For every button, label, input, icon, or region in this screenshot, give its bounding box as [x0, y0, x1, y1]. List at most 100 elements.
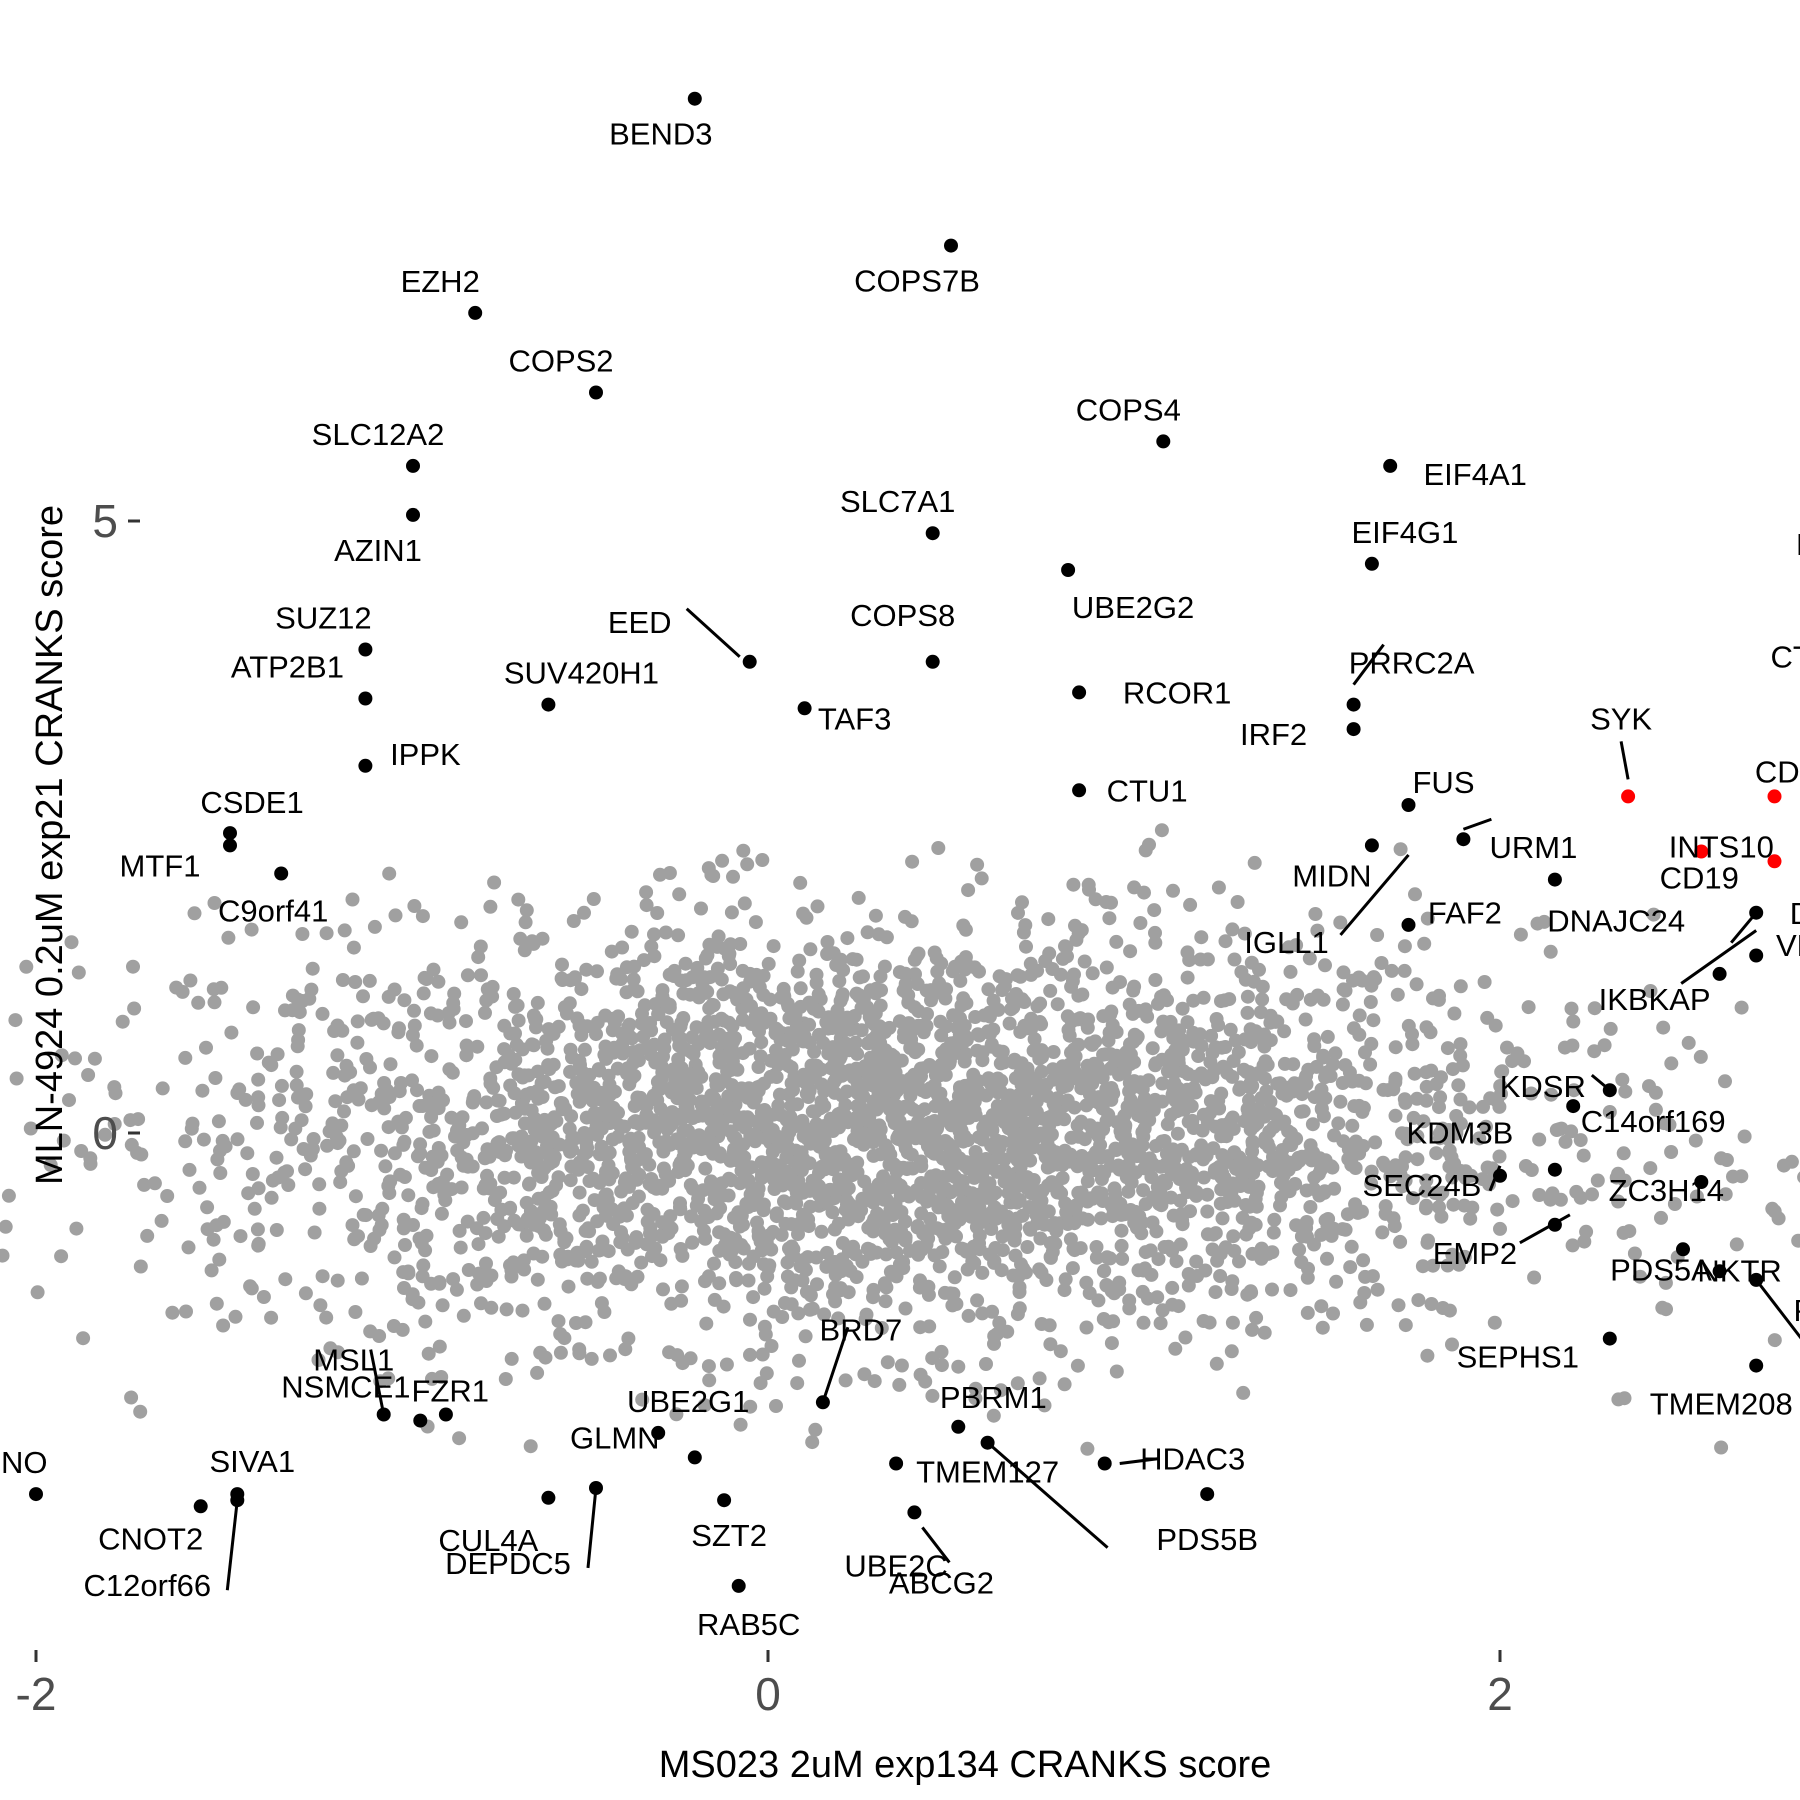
background-point [1240, 989, 1255, 1004]
background-point [431, 1085, 446, 1100]
data-point-cops2 [589, 385, 603, 400]
background-point [23, 1121, 38, 1136]
background-point [1335, 997, 1350, 1012]
background-point [1266, 1150, 1280, 1164]
background-point [1333, 915, 1348, 930]
background-point [555, 957, 569, 972]
background-point [874, 1321, 889, 1335]
background-point [1055, 1171, 1070, 1185]
background-point [622, 1135, 637, 1150]
data-point-cul4a [541, 1490, 556, 1505]
background-point [374, 1143, 389, 1158]
background-point [813, 1101, 828, 1116]
background-point [1155, 1303, 1170, 1318]
background-point [530, 1365, 545, 1380]
background-point [1144, 1267, 1159, 1282]
point-label-midn: MIDN [1292, 858, 1371, 893]
background-point [1587, 1001, 1602, 1016]
background-point [1380, 1083, 1395, 1098]
background-point [712, 1225, 727, 1240]
background-point [748, 915, 763, 930]
background-point [1170, 1126, 1185, 1141]
background-point [1048, 1236, 1063, 1251]
background-point [512, 1136, 527, 1150]
background-point [1172, 1172, 1187, 1186]
background-point [1656, 1020, 1671, 1035]
background-point [1420, 911, 1435, 926]
background-point [936, 1151, 950, 1166]
background-point [1435, 1185, 1450, 1200]
background-point [672, 887, 687, 902]
background-point [1587, 1044, 1602, 1059]
background-point [1209, 1356, 1224, 1371]
background-point [1617, 1391, 1632, 1406]
background-point [662, 1345, 677, 1360]
background-point [869, 1028, 884, 1043]
data-point-ube2g1 [651, 1425, 666, 1440]
background-point [1432, 988, 1446, 1003]
background-point [1180, 970, 1195, 985]
point-label-vdac2: VDAC2 [1776, 928, 1800, 963]
background-point [1186, 1025, 1201, 1040]
background-point [605, 1023, 620, 1038]
background-point [761, 1155, 776, 1170]
background-point [968, 1010, 983, 1024]
background-point [990, 1164, 1004, 1179]
background-point [590, 1015, 605, 1030]
background-point [1233, 1080, 1248, 1095]
background-point [330, 1048, 345, 1063]
background-point [1106, 1086, 1121, 1101]
data-point-azin1 [406, 507, 420, 522]
background-point [192, 1180, 207, 1195]
background-point [1344, 1239, 1359, 1254]
background-point [1532, 1132, 1547, 1147]
background-point [569, 1076, 584, 1090]
background-point [1194, 930, 1209, 945]
background-point [577, 1042, 592, 1057]
background-point [894, 1053, 909, 1068]
background-point [723, 957, 738, 971]
background-point [359, 1208, 373, 1223]
background-point [1099, 960, 1114, 975]
background-point [647, 927, 661, 942]
background-point [454, 915, 469, 930]
background-point [1188, 1085, 1203, 1100]
background-point [713, 1176, 728, 1191]
background-point [1194, 1038, 1209, 1053]
background-point [1016, 1137, 1031, 1152]
background-point [646, 1113, 661, 1128]
data-point-fus [1401, 798, 1416, 812]
background-point [868, 908, 883, 923]
background-point [1374, 956, 1389, 970]
background-point [1004, 1002, 1019, 1017]
background-point [391, 1025, 406, 1040]
background-point [724, 905, 739, 920]
background-point [1166, 1031, 1181, 1046]
point-label-prrc2a: PRRC2A [1349, 646, 1475, 681]
data-point-abcg2 [907, 1505, 922, 1520]
background-point [1364, 1164, 1379, 1179]
background-point [542, 1185, 557, 1200]
background-point [697, 1398, 712, 1413]
background-point [1073, 1241, 1088, 1256]
background-point [755, 1347, 770, 1362]
background-point [828, 1268, 843, 1282]
background-point [1358, 1269, 1373, 1284]
background-point [898, 909, 912, 924]
background-point [563, 1173, 578, 1188]
background-point [460, 1214, 475, 1229]
background-point [1050, 997, 1065, 1012]
background-point [1633, 1269, 1648, 1284]
background-point [1127, 1215, 1142, 1230]
background-point [898, 966, 913, 981]
background-point [1013, 969, 1028, 984]
background-point [1238, 972, 1253, 987]
background-point [841, 1244, 856, 1259]
background-point [54, 1249, 69, 1264]
background-point [1237, 1114, 1252, 1129]
background-point [1203, 1055, 1218, 1070]
background-point [459, 1048, 474, 1063]
background-point [1104, 1336, 1119, 1351]
background-point [669, 1407, 684, 1422]
background-point [195, 1083, 210, 1098]
